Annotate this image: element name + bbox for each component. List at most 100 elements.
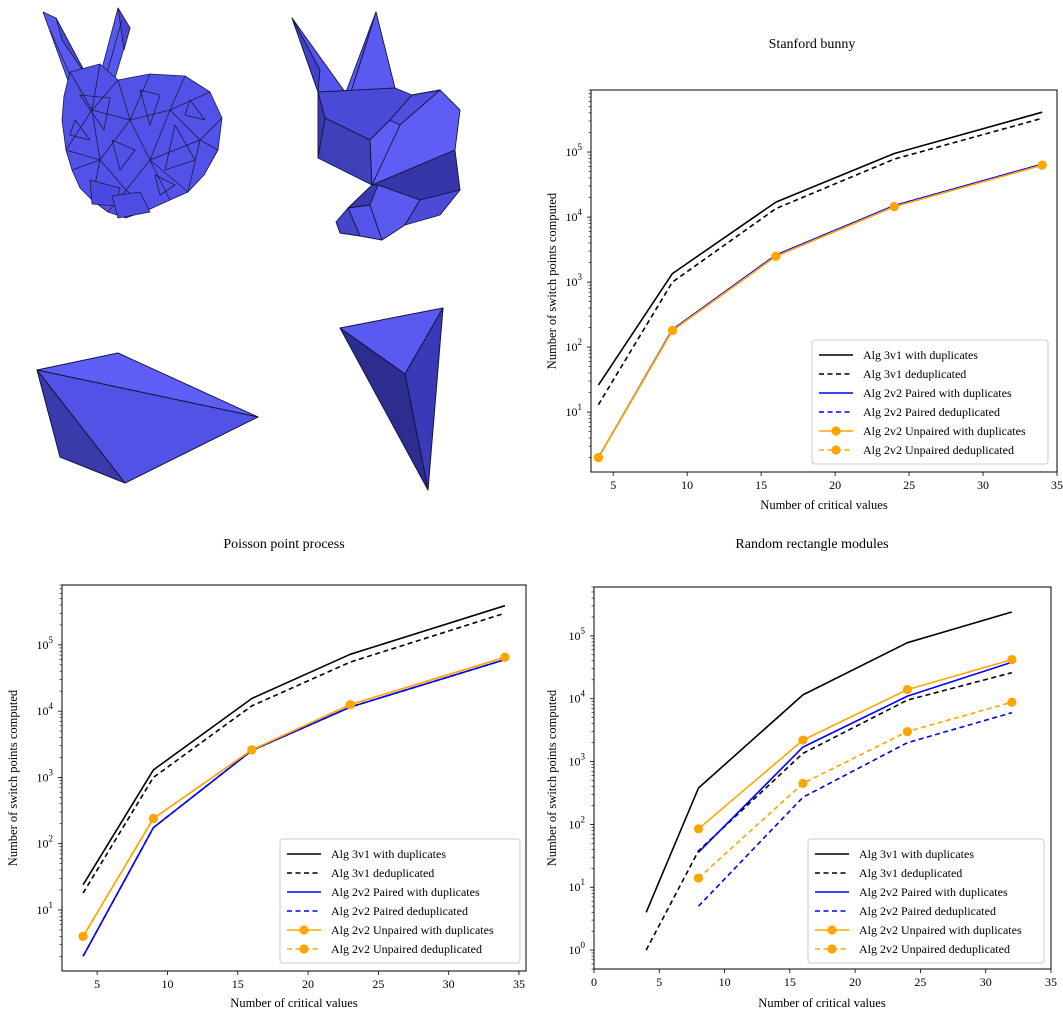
x-tick-label: 25 (372, 977, 384, 991)
legend-marker (299, 925, 309, 935)
legend-marker (831, 445, 841, 455)
legend-label: Alg 2v2 Paired with duplicates (859, 885, 1008, 899)
x-tick-label: 10 (161, 977, 173, 991)
x-tick-label: 5 (610, 478, 616, 492)
legend-label: Alg 2v2 Paired with duplicates (863, 386, 1012, 400)
x-tick-label: 15 (755, 478, 767, 492)
y-axis-label: Number of switch points computed (6, 689, 20, 866)
series-marker (693, 873, 704, 883)
chart-stanford-bunny: Stanford bunny 5 10 15 20 25 30 35 101 102 103 104… (545, 37, 1063, 512)
x-tick-label: 10 (681, 478, 693, 492)
legend-marker (831, 426, 841, 436)
legend-marker (299, 944, 309, 954)
series-line (82, 658, 506, 957)
series-marker (1007, 654, 1017, 665)
series-marker (693, 824, 704, 834)
legend-entry: Alg 2v2 Paired with duplicates (819, 386, 1012, 400)
plot-frame (61, 584, 527, 972)
y-tick-label: 103 (37, 767, 54, 784)
legend-label: Alg 3v1 with duplicates (859, 847, 974, 861)
series-marker (247, 745, 257, 755)
legend-entry: Alg 3v1 with duplicates (819, 348, 978, 362)
legend-marker (827, 925, 837, 935)
legend-label: Alg 2v2 Paired deduplicated (863, 405, 1000, 419)
x-tick-label: 30 (980, 975, 992, 989)
y-axis-label: Number of switch points computed (545, 192, 559, 369)
legend-entry: Alg 3v1 deduplicated (819, 367, 966, 381)
legend-label: Alg 2v2 Unpaired with duplicates (863, 424, 1026, 438)
series-line (82, 604, 506, 886)
series-line (697, 658, 1013, 830)
x-tick-label: 20 (829, 478, 841, 492)
legend-entry: Alg 2v2 Paired with duplicates (287, 885, 480, 899)
flat-pyramid-mesh-image (36, 352, 259, 484)
series-marker (148, 813, 158, 824)
legend-label: Alg 2v2 Unpaired deduplicated (863, 443, 1014, 457)
series-marker (1007, 697, 1017, 707)
series-line (82, 612, 506, 894)
legend-label: Alg 2v2 Unpaired deduplicated (859, 942, 1010, 956)
legend-entry: Alg 2v2 Unpaired deduplicated (815, 942, 1010, 956)
x-tick-label: 10 (719, 975, 731, 989)
y-tick-label: 102 (566, 337, 583, 354)
legend: Alg 3v1 with duplicates Alg 3v1 deduplic… (811, 339, 1049, 465)
x-tick-label: 35 (513, 977, 525, 991)
series-marker (345, 700, 355, 710)
plot-frame (590, 89, 1058, 473)
x-tick-label: 15 (784, 975, 796, 989)
legend-label: Alg 3v1 deduplicated (859, 866, 962, 880)
x-tick-label: 20 (849, 975, 861, 989)
legend: Alg 3v1 with duplicates Alg 3v1 deduplic… (807, 838, 1045, 964)
legend: Alg 3v1 with duplicates Alg 3v1 deduplic… (279, 838, 521, 964)
legend-label: Alg 2v2 Paired deduplicated (859, 904, 996, 918)
chart-title: Random rectangle modules (735, 537, 888, 552)
y-tick-label: 104 (569, 689, 586, 706)
x-tick-label: 30 (977, 478, 989, 492)
series-marker (771, 251, 781, 261)
series-line (697, 661, 1013, 853)
series-marker (902, 684, 912, 695)
legend-label: Alg 3v1 with duplicates (863, 348, 978, 362)
legend-label: Alg 2v2 Unpaired deduplicated (331, 942, 482, 956)
legend-entry: Alg 2v2 Paired deduplicated (287, 904, 468, 918)
legend-label: Alg 2v2 Unpaired with duplicates (859, 923, 1022, 937)
legend-entry: Alg 2v2 Unpaired deduplicated (287, 942, 482, 956)
series-marker (500, 652, 510, 662)
x-tick-label: 5 (94, 977, 100, 991)
legend-label: Alg 3v1 deduplicated (863, 367, 966, 381)
legend-entry: Alg 2v2 Unpaired with duplicates (815, 923, 1022, 937)
y-tick-label: 100 (569, 940, 586, 957)
y-tick-label: 102 (37, 834, 54, 851)
chart-title: Poisson point process (223, 537, 344, 552)
plot-frame (593, 586, 1052, 970)
legend-entry: Alg 2v2 Unpaired deduplicated (819, 443, 1014, 457)
legend-entry: Alg 3v1 with duplicates (815, 847, 974, 861)
chart-poisson-point-process: Poisson point process 5 10 15 20 25 30 35 101 10… (6, 537, 527, 1010)
legend-label: Alg 2v2 Unpaired with duplicates (331, 923, 494, 937)
legend-marker (827, 944, 837, 954)
x-tick-label: 25 (914, 975, 926, 989)
series-marker (902, 726, 912, 737)
x-tick-label: 30 (443, 977, 455, 991)
series-marker (889, 201, 899, 212)
bunny-coarse-mesh-image (291, 11, 461, 241)
x-tick-label: 25 (903, 478, 915, 492)
tetrahedron-mesh-image (339, 307, 444, 491)
legend-entry: Alg 3v1 deduplicated (287, 866, 434, 880)
legend-label: Alg 2v2 Paired with duplicates (331, 885, 480, 899)
x-axis-label: Number of critical values (760, 498, 888, 512)
y-tick-label: 105 (566, 142, 583, 159)
legend-entry: Alg 2v2 Unpaired with duplicates (287, 923, 494, 937)
series-line (645, 671, 1013, 951)
chart-random-rectangle-modules: Random rectangle modules 0 5 10 15 20 25 30 35 1… (545, 537, 1057, 1010)
x-tick-label: 15 (232, 977, 244, 991)
y-tick-label: 102 (569, 814, 586, 831)
series-line (597, 117, 1043, 406)
x-tick-label: 5 (656, 975, 662, 989)
legend-entry: Alg 2v2 Paired deduplicated (815, 904, 996, 918)
y-tick-label: 105 (569, 626, 586, 643)
legend-label: Alg 3v1 with duplicates (331, 847, 446, 861)
x-tick-label: 35 (1051, 478, 1063, 492)
series-marker (78, 931, 88, 941)
